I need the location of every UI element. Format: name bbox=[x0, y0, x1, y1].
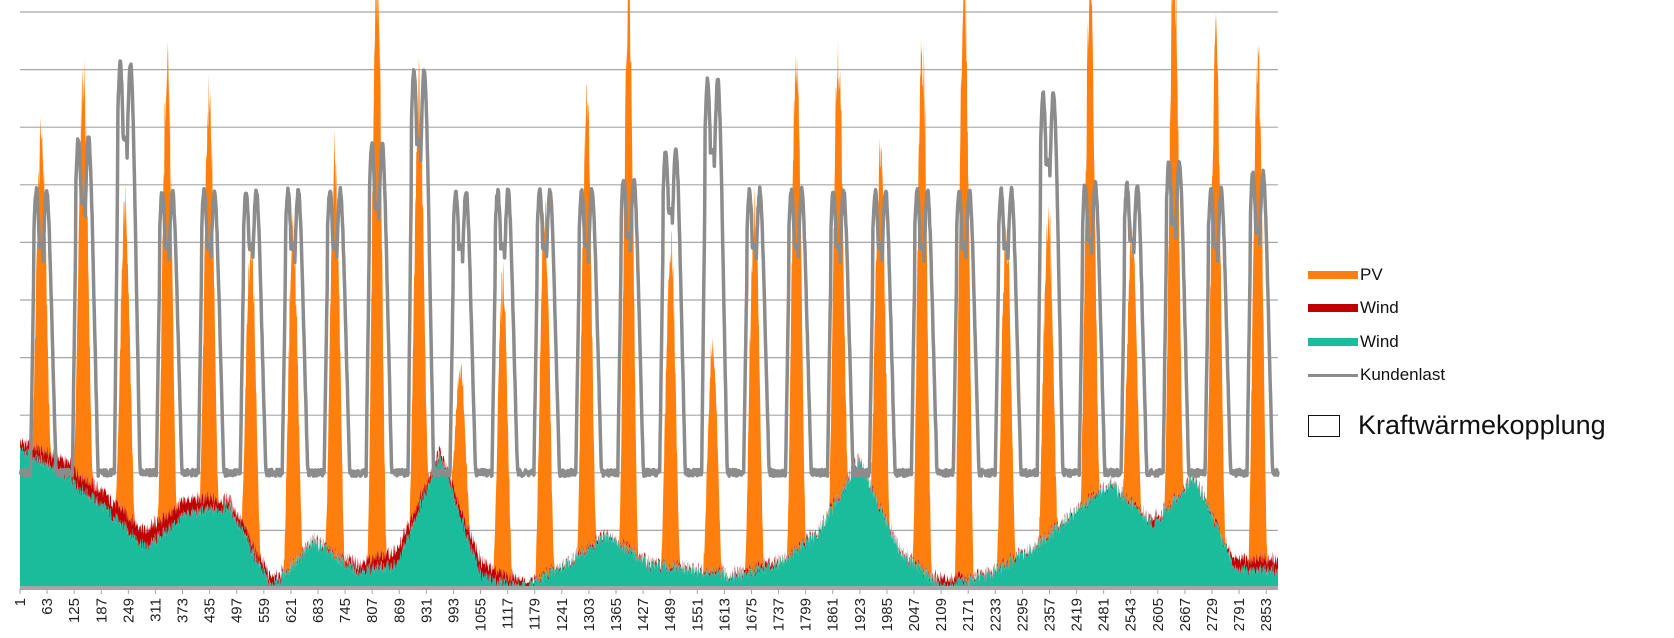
x-tick-label: 373 bbox=[175, 598, 192, 623]
legend-label-pv: PV bbox=[1360, 264, 1383, 284]
x-axis: 1 63 125 187 249 311 373 435 497 559 621 683 745 807 8… bbox=[12, 586, 1278, 631]
legend-box-kraftwaermekopplung bbox=[1308, 414, 1340, 437]
x-tick-label: 993 bbox=[445, 598, 462, 623]
x-tick-label: 2605 bbox=[1150, 598, 1167, 631]
x-tick-label: 1055 bbox=[473, 598, 490, 631]
legend-item-wind-teal: Wind bbox=[1308, 325, 1445, 359]
x-tick-label: 2543 bbox=[1123, 598, 1140, 631]
x-tick-label: 2171 bbox=[960, 598, 977, 631]
x-tick-label: 1489 bbox=[662, 598, 679, 631]
legend-label-kraftwaermekopplung: Kraftwärmekopplung bbox=[1358, 410, 1606, 440]
legend-item-kraftwaermekopplung: Kraftwärmekopplung bbox=[1308, 410, 1606, 441]
stacked-areas bbox=[20, 0, 1278, 588]
load-line bbox=[18, 59, 1280, 478]
x-tick-label: 2295 bbox=[1014, 598, 1031, 631]
legend-swatch-kundenlast bbox=[1308, 373, 1358, 377]
x-tick-label: 2481 bbox=[1096, 598, 1113, 631]
x-tick-label: 2729 bbox=[1204, 598, 1221, 631]
x-tick-label: 125 bbox=[66, 598, 83, 623]
x-tick-label: 683 bbox=[310, 598, 327, 623]
x-tick-label: 869 bbox=[391, 598, 408, 623]
x-tick-label: 1365 bbox=[608, 598, 625, 631]
x-tick-label: 1675 bbox=[743, 598, 760, 631]
pv-area bbox=[20, 0, 1278, 588]
x-tick-label: 807 bbox=[364, 598, 381, 623]
legend-swatch-wind-red bbox=[1308, 304, 1358, 313]
x-tick-label: 1427 bbox=[635, 598, 652, 631]
wind-teal-area bbox=[20, 446, 1278, 588]
x-tick-label: 1551 bbox=[689, 598, 706, 631]
legend: PV Wind Wind Kundenlast bbox=[1308, 258, 1445, 392]
legend-swatch-wind-teal bbox=[1308, 337, 1358, 346]
x-tick-label: 2667 bbox=[1177, 598, 1194, 631]
x-tick-label: 1613 bbox=[716, 598, 733, 631]
x-tick-label: 1179 bbox=[527, 598, 544, 630]
x-tick-label: 1117 bbox=[500, 598, 517, 629]
x-tick-label: 1923 bbox=[852, 598, 869, 631]
x-tick-label: 2853 bbox=[1258, 598, 1275, 631]
x-tick-label: 1985 bbox=[879, 598, 896, 631]
legend-label-kundenlast: Kundenlast bbox=[1360, 365, 1446, 385]
x-tick-label: 745 bbox=[337, 598, 354, 623]
x-tick-label: 249 bbox=[120, 598, 137, 623]
x-tick-label: 2233 bbox=[987, 598, 1004, 631]
legend-item-wind-red: Wind bbox=[1308, 292, 1445, 326]
x-tick-label: 1 bbox=[12, 598, 29, 606]
x-tick-label: 311 bbox=[147, 598, 164, 622]
x-tick-label: 2419 bbox=[1069, 598, 1086, 631]
legend-item-pv: PV bbox=[1308, 258, 1445, 292]
legend-item-kundenlast: Kundenlast bbox=[1308, 359, 1445, 393]
x-tick-label: 497 bbox=[229, 598, 246, 623]
x-tick-label: 621 bbox=[283, 598, 300, 623]
x-tick-label: 187 bbox=[93, 598, 110, 623]
x-tick-label: 2357 bbox=[1041, 598, 1058, 631]
x-tick-label: 1241 bbox=[554, 598, 571, 631]
x-tick-label: 559 bbox=[256, 598, 273, 623]
legend-label-wind-red: Wind bbox=[1360, 298, 1399, 318]
x-tick-label: 1737 bbox=[771, 598, 788, 631]
x-tick-label: 1303 bbox=[581, 598, 598, 631]
x-tick-label: 435 bbox=[202, 598, 219, 623]
x-tick-label: 2047 bbox=[906, 598, 923, 631]
x-tick-label: 1799 bbox=[798, 598, 815, 631]
x-tick-label: 2109 bbox=[933, 598, 950, 631]
legend-label-wind-teal: Wind bbox=[1360, 331, 1399, 351]
x-tick-label: 2791 bbox=[1231, 598, 1248, 631]
x-tick-label: 1861 bbox=[825, 598, 842, 631]
kundenlast-line bbox=[18, 59, 1280, 478]
x-tick-label: 63 bbox=[39, 598, 56, 615]
x-tick-label: 931 bbox=[418, 598, 435, 623]
legend-swatch-pv bbox=[1308, 270, 1358, 279]
